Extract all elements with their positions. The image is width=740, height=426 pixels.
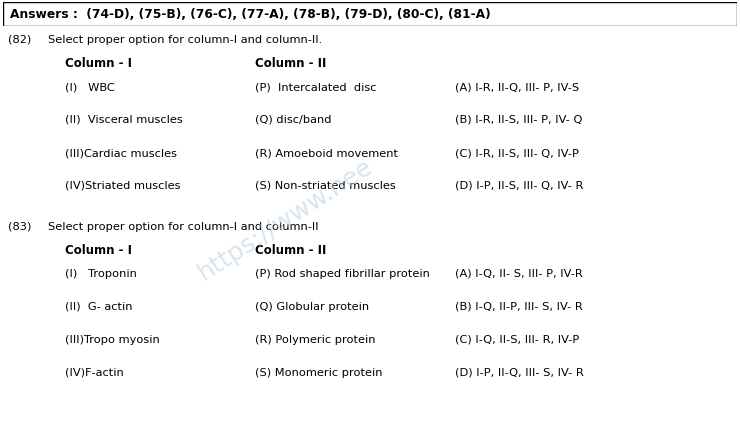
Text: Column - I: Column - I — [65, 243, 132, 256]
Text: (C) I-R, II-S, III- Q, IV-P: (C) I-R, II-S, III- Q, IV-P — [455, 148, 579, 158]
Text: (IV)Striated muscles: (IV)Striated muscles — [65, 181, 181, 190]
Text: (A) I-R, II-Q, III- P, IV-S: (A) I-R, II-Q, III- P, IV-S — [455, 82, 579, 92]
Text: (R) Amoeboid movement: (R) Amoeboid movement — [255, 148, 398, 158]
Text: (R) Polymeric protein: (R) Polymeric protein — [255, 334, 375, 344]
Text: (B) I-Q, II-P, III- S, IV- R: (B) I-Q, II-P, III- S, IV- R — [455, 301, 583, 311]
Text: (P) Rod shaped fibrillar protein: (P) Rod shaped fibrillar protein — [255, 268, 430, 278]
Text: https://www.nee: https://www.nee — [193, 154, 377, 285]
Text: Column - I: Column - I — [65, 57, 132, 70]
Text: (I)   WBC: (I) WBC — [65, 82, 115, 92]
Text: (D) I-P, II-S, III- Q, IV- R: (D) I-P, II-S, III- Q, IV- R — [455, 181, 583, 190]
Text: Answers :  (74-D), (75-B), (76-C), (77-A), (78-B), (79-D), (80-C), (81-A): Answers : (74-D), (75-B), (76-C), (77-A)… — [10, 9, 491, 21]
Text: (S) Non-striated muscles: (S) Non-striated muscles — [255, 181, 396, 190]
Text: (IV)F-actin: (IV)F-actin — [65, 367, 124, 377]
Text: (D) I-P, II-Q, III- S, IV- R: (D) I-P, II-Q, III- S, IV- R — [455, 367, 584, 377]
Text: (III)Cardiac muscles: (III)Cardiac muscles — [65, 148, 177, 158]
Text: (82): (82) — [8, 35, 31, 45]
Text: Column - II: Column - II — [255, 57, 326, 70]
Text: (I)   Troponin: (I) Troponin — [65, 268, 137, 278]
Text: (83): (83) — [8, 222, 31, 231]
Text: (Q) disc/band: (Q) disc/band — [255, 115, 332, 125]
Text: Select proper option for column-I and column-II.: Select proper option for column-I and co… — [48, 35, 322, 45]
Text: (S) Monomeric protein: (S) Monomeric protein — [255, 367, 383, 377]
Text: (P)  Intercalated  disc: (P) Intercalated disc — [255, 82, 377, 92]
Text: (C) I-Q, II-S, III- R, IV-P: (C) I-Q, II-S, III- R, IV-P — [455, 334, 579, 344]
Text: (II)  G- actin: (II) G- actin — [65, 301, 132, 311]
Text: Column - II: Column - II — [255, 243, 326, 256]
Text: Select proper option for column-I and column-II: Select proper option for column-I and co… — [48, 222, 319, 231]
Text: (A) I-Q, II- S, III- P, IV-R: (A) I-Q, II- S, III- P, IV-R — [455, 268, 583, 278]
Text: (III)Tropo myosin: (III)Tropo myosin — [65, 334, 160, 344]
Text: (Q) Globular protein: (Q) Globular protein — [255, 301, 369, 311]
Text: (B) I-R, II-S, III- P, IV- Q: (B) I-R, II-S, III- P, IV- Q — [455, 115, 582, 125]
FancyBboxPatch shape — [3, 3, 737, 27]
Text: (II)  Visceral muscles: (II) Visceral muscles — [65, 115, 183, 125]
